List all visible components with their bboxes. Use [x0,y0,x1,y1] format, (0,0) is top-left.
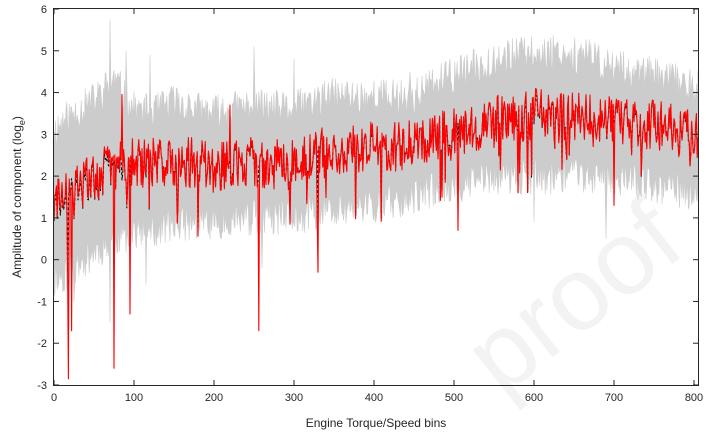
y-tick-label: -2 [37,338,47,350]
y-tick-label: 1 [41,213,47,225]
y-tick-label: 3 [41,129,47,141]
y-axis-label-subscript: e [17,120,27,125]
x-axis-label: Engine Torque/Speed bins [306,416,447,430]
x-tick-label: 300 [285,392,303,404]
y-tick-label: 2 [41,171,47,183]
axes-box [53,8,699,386]
x-tick-label: 0 [51,392,57,404]
series-red-line [53,87,699,380]
x-tick-label: 400 [365,392,383,404]
x-tick-label: 200 [205,392,223,404]
x-tick-label: 700 [605,392,623,404]
y-tick-label: 6 [41,4,47,16]
x-tick-label: 500 [445,392,463,404]
y-tick-label: -3 [37,380,47,392]
y-axis-label: Amplitude of component (loge) [10,116,27,278]
x-tick-label: 100 [125,392,143,404]
y-axis-label-end: ) [10,116,24,120]
y-axis-label-main: Amplitude of component (log [10,125,24,278]
x-tick-label: 800 [685,392,703,404]
y-tick-label: -1 [37,296,47,308]
x-tick-label: 600 [525,392,543,404]
axis-ticks: 0 100 200 300 400 500 600 700 800 -3 -2 -1 0 1 2 3 4 5 6 [37,4,703,404]
y-tick-label: 5 [41,46,47,58]
y-tick-label: 0 [41,255,47,267]
y-tick-label: 4 [41,88,47,100]
